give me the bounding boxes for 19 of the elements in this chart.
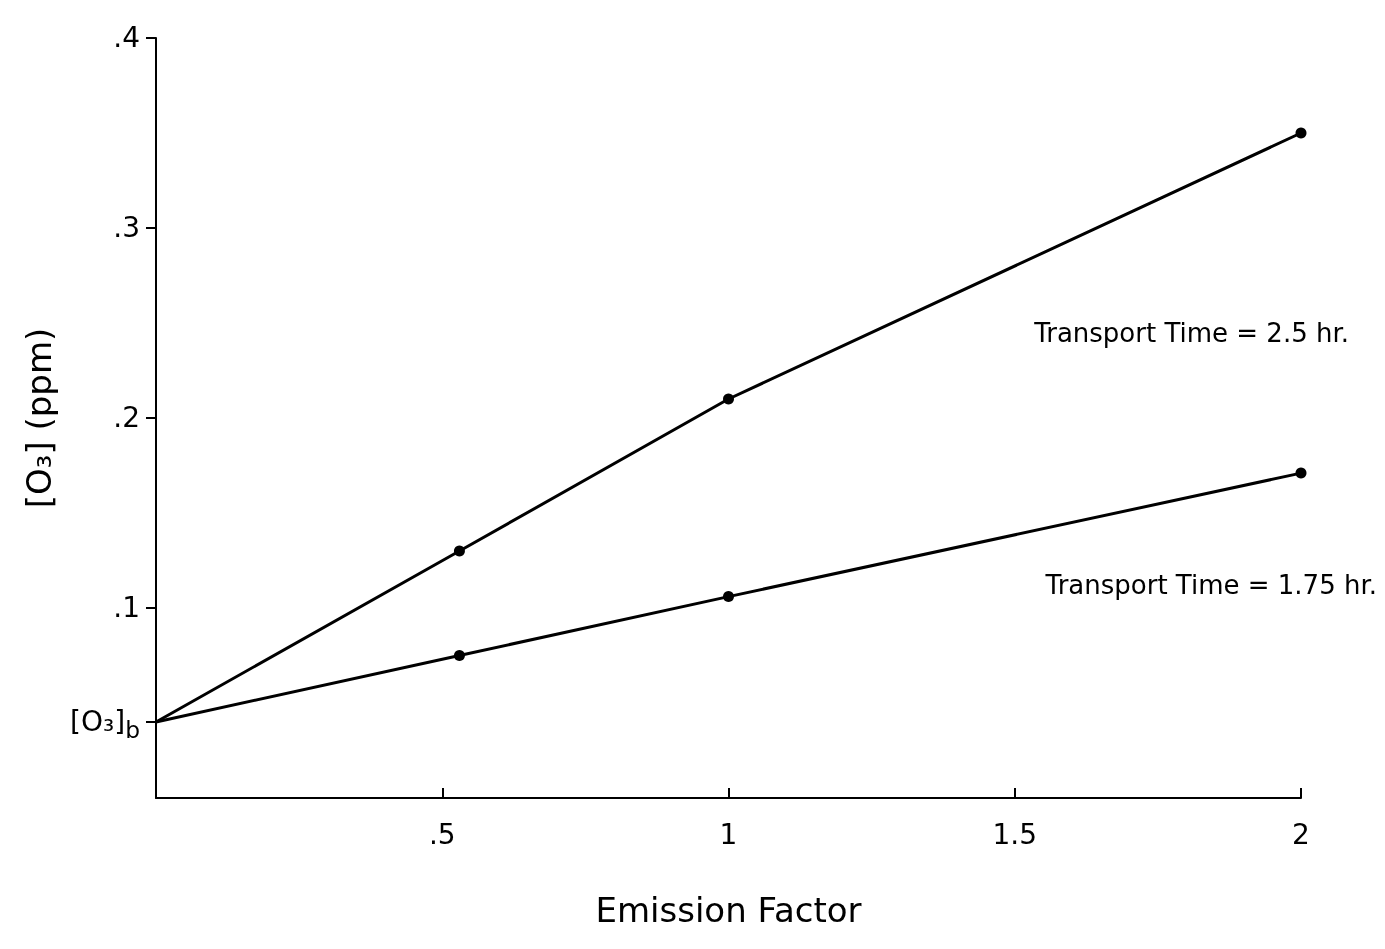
x-tick-label: .5 — [428, 817, 456, 851]
x-tick-label: 1.5 — [992, 817, 1038, 851]
x-axis-title: Emission Factor — [595, 890, 862, 930]
point — [723, 591, 734, 603]
text: Transport Time = 2.5 hr. — [1033, 318, 1349, 348]
point — [1295, 127, 1307, 139]
series-label: Transport Time = 1.75 hr. — [1044, 570, 1377, 601]
x-tick-label: 2 — [1292, 817, 1310, 851]
point — [723, 393, 734, 405]
point — [453, 650, 465, 661]
y-tick-label: .2 — [113, 400, 140, 436]
point — [453, 545, 465, 557]
point — [1295, 467, 1307, 479]
y-axis-title: [O₃] (ppm) — [19, 327, 59, 509]
y-tick-label: .3 — [113, 210, 140, 246]
x-tick-label: 1 — [719, 817, 738, 851]
y-tick-label: .4 — [113, 20, 140, 56]
y-tick-label: .1 — [113, 590, 140, 626]
y-tick-label: [O₃]$_{b}$ — [70, 704, 140, 744]
